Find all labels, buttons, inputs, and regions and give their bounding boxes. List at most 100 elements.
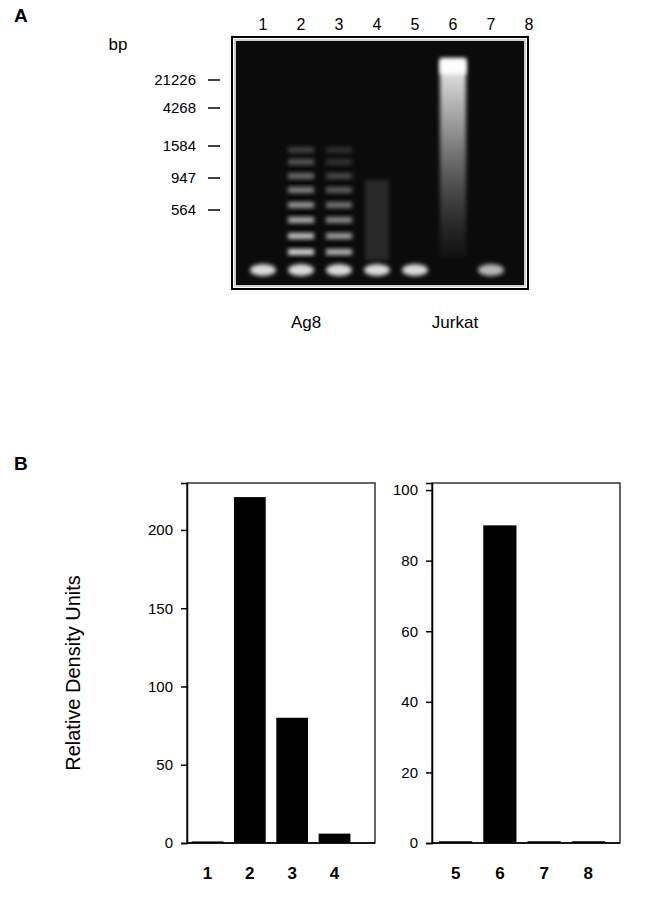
tick: 2 xyxy=(245,843,254,883)
tick-mark xyxy=(181,608,187,610)
tick: 0 xyxy=(165,834,187,851)
tick: 50 xyxy=(156,756,187,773)
lane-number: 2 xyxy=(297,16,306,33)
gel-bands xyxy=(250,58,504,276)
gel-band xyxy=(288,147,314,153)
tick-mark xyxy=(181,764,187,766)
plot-frame xyxy=(432,483,620,843)
gel-blob xyxy=(402,264,428,276)
marker-label: 1584 xyxy=(163,137,196,154)
tick-mark xyxy=(181,843,187,845)
bar xyxy=(276,718,308,843)
tick-mark xyxy=(426,772,432,774)
gel-band xyxy=(288,173,314,179)
tick: 100 xyxy=(148,678,187,695)
tick-mark xyxy=(426,560,432,562)
marker-dash xyxy=(208,79,220,81)
axis-line xyxy=(181,484,188,844)
tick-label: 60 xyxy=(401,623,418,640)
panel-label: B xyxy=(14,453,28,474)
size-unit: bp xyxy=(109,35,128,54)
lane-number: 6 xyxy=(449,16,458,33)
tick: 60 xyxy=(401,623,432,640)
gel-smear xyxy=(440,58,466,258)
tick-label: 7 xyxy=(539,864,548,883)
gel-blob xyxy=(478,264,504,276)
gel-frame xyxy=(232,37,528,289)
tick-label: 0 xyxy=(165,834,173,851)
gel-band xyxy=(326,202,352,208)
gel-band xyxy=(326,187,352,193)
gel-band xyxy=(288,249,314,255)
lane-number: 4 xyxy=(373,16,382,33)
lane-number: 1 xyxy=(259,16,268,33)
tick-label: 2 xyxy=(245,864,254,883)
cell-line-label: Ag8 xyxy=(291,313,321,332)
tick-label: 100 xyxy=(393,481,418,498)
tick-mark xyxy=(426,631,432,633)
gel-blob xyxy=(288,264,314,276)
lane-number: 3 xyxy=(335,16,344,33)
marker-dash xyxy=(208,209,220,211)
tick-label: 8 xyxy=(584,864,593,883)
y-axis: 0 20 40 60 80 100 xyxy=(393,481,433,851)
gel-image xyxy=(235,40,525,286)
figure: A B 1 2 3 4 5 6 7 8 bp 21226 4268 1584 947 564 Ag8 Jurkat… xyxy=(0,0,662,899)
tick: 100 xyxy=(393,481,432,498)
lane-number: 7 xyxy=(487,16,496,33)
tick-label: 150 xyxy=(148,600,173,617)
tick-label: 0 xyxy=(410,834,418,851)
tick-label: 4 xyxy=(330,864,340,883)
tick-mark xyxy=(426,843,432,845)
bars xyxy=(439,525,605,843)
tick: 3 xyxy=(287,843,296,883)
tick-label: 40 xyxy=(401,693,418,710)
tick-mark xyxy=(426,702,432,704)
gel-band xyxy=(288,187,314,193)
axis-title: Relative Density Units xyxy=(62,575,84,771)
tick-label: 3 xyxy=(287,864,296,883)
tick-label: 100 xyxy=(148,678,173,695)
gel-band xyxy=(326,233,352,239)
tick: 5 xyxy=(451,843,460,883)
tick: 200 xyxy=(148,521,187,538)
marker-label: 21226 xyxy=(154,71,196,88)
gel-band xyxy=(326,173,352,179)
tick-label: 50 xyxy=(156,756,173,773)
marker-dash xyxy=(208,145,220,147)
tick: 7 xyxy=(539,843,548,883)
tick: 40 xyxy=(401,693,432,710)
cell-line-label: Jurkat xyxy=(432,313,479,332)
panel-label: A xyxy=(14,5,28,26)
gel-panel: 12345678bp2122642681584947564Ag8Jurkat xyxy=(109,16,534,332)
gel-band xyxy=(288,159,314,165)
gel-band xyxy=(326,217,352,223)
bar-chart: 0 50 100 150 200 1 2 3 4 Relative Density Units xyxy=(62,483,375,883)
marker-label: 947 xyxy=(171,169,196,186)
plot-frame xyxy=(187,483,375,843)
gel-blob xyxy=(250,264,276,276)
tick-label: 200 xyxy=(148,521,173,538)
tick: 6 xyxy=(495,843,504,883)
marker-dash xyxy=(208,107,220,109)
gel-band xyxy=(326,159,352,165)
tick: 4 xyxy=(330,843,340,883)
marker-label: 564 xyxy=(171,201,196,218)
tick: 150 xyxy=(148,600,187,617)
tick: 20 xyxy=(401,764,432,781)
tick-mark xyxy=(181,686,187,688)
marker-label: 4268 xyxy=(163,99,196,116)
tick-label: 1 xyxy=(203,864,212,883)
bar xyxy=(234,497,266,843)
gel-blob xyxy=(364,264,390,276)
tick-label: 20 xyxy=(401,764,418,781)
x-axis: 1 2 3 4 xyxy=(187,843,375,883)
bar xyxy=(483,525,516,843)
gel-band xyxy=(326,249,352,255)
gel-blob xyxy=(326,264,352,276)
tick-label: 80 xyxy=(401,552,418,569)
tick: 1 xyxy=(203,843,212,883)
gel-band xyxy=(440,60,466,74)
tick-label: 5 xyxy=(451,864,460,883)
axis-line xyxy=(426,484,433,844)
